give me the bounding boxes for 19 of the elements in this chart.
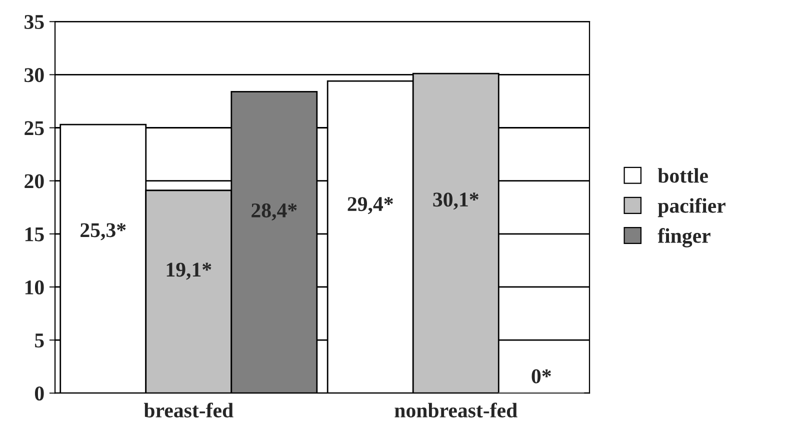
y-tick-label: 0 (34, 386, 44, 401)
data-label: 28,4* (252, 203, 297, 220)
data-label: 0* (532, 369, 551, 384)
y-tick-label: 35 (24, 15, 44, 30)
y-tick-label: 10 (25, 280, 44, 294)
data-label: 29,4* (348, 197, 393, 214)
y-tick-label: 30 (24, 68, 44, 82)
data-label: 19,1* (166, 262, 212, 280)
y-tick-label: 15 (25, 227, 44, 242)
y-tick-label: 5 (35, 334, 44, 348)
x-tick-label: breast-fed (144, 402, 234, 418)
legend-label: bottle (658, 168, 708, 183)
legend-label: pacifier (658, 198, 726, 218)
x-tick-label: nonbreast-fed (394, 402, 518, 418)
data-label: 30,1* (433, 192, 478, 210)
y-tick-label: 25 (24, 121, 44, 136)
y-tick-label: 20 (24, 174, 44, 188)
data-label: 25,3* (80, 223, 126, 240)
legend-label: finger (658, 228, 710, 248)
